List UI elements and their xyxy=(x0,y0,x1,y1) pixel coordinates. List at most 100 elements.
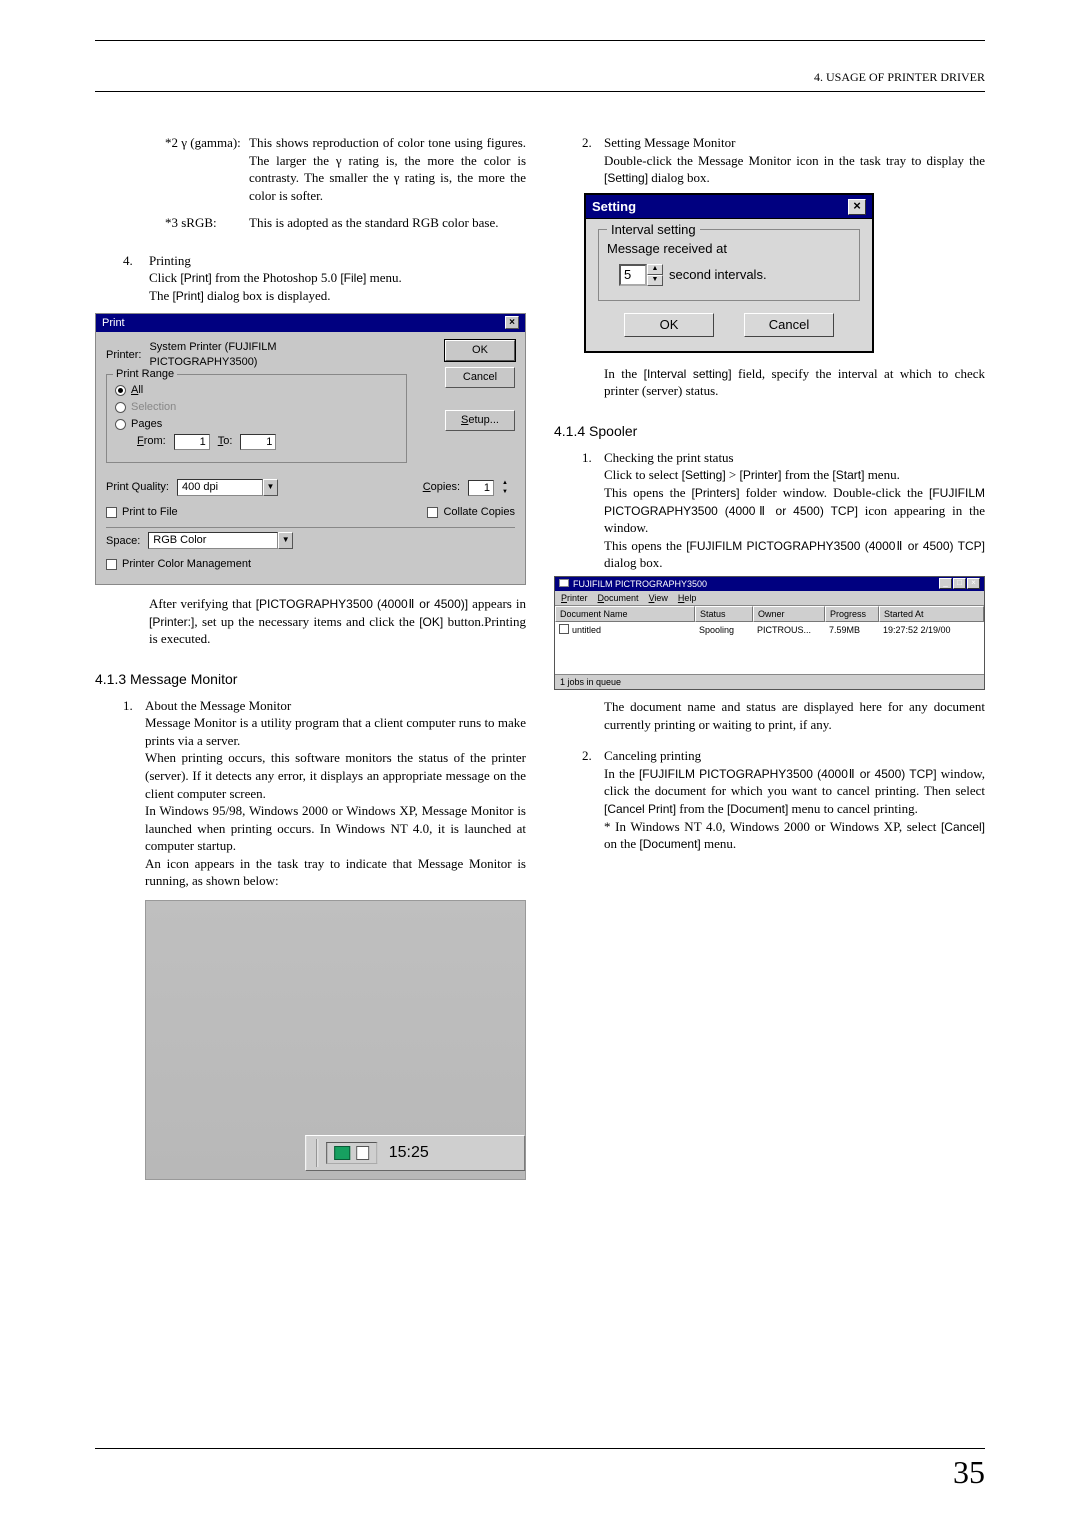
menu-document[interactable]: Document xyxy=(598,592,639,604)
menu-printer[interactable]: Printer xyxy=(561,592,588,604)
printer-label: Printer: xyxy=(106,348,141,363)
col-status[interactable]: Status xyxy=(695,606,753,622)
print-dialog-titlebar: Print × xyxy=(96,314,525,333)
section-4-1-3-title: 4.1.3 Message Monitor xyxy=(95,670,526,689)
interval-explain: In the [Interval setting] field, specify… xyxy=(554,365,985,400)
copies-input[interactable]: 1 xyxy=(468,480,494,496)
step-4: 4. Printing Click [Print] from the Photo… xyxy=(95,252,526,305)
mm-p1: Message Monitor is a utility program tha… xyxy=(145,714,526,749)
message-monitor-icon[interactable] xyxy=(334,1146,350,1160)
print-to-file-check[interactable]: Print to File xyxy=(106,505,178,520)
step-4-line1: Click [Print] from the Photoshop 5.0 [Fi… xyxy=(149,269,526,287)
sp1-line3: This opens the [FUJIFILM PICTOGRAPHY3500… xyxy=(604,537,985,572)
setting-dialog: Setting × Interval setting Message recei… xyxy=(584,193,874,353)
print-queue-window: FUJIFILM PICTROGRAPHY3500 _ □ × Printer … xyxy=(554,576,985,691)
setting-dialog-title: Setting xyxy=(592,198,636,216)
print-dialog: Print × Printer: System Printer (FUJIFIL… xyxy=(95,313,526,586)
top-rule xyxy=(95,40,985,41)
setup-button[interactable]: Setup... xyxy=(445,410,515,431)
col-owner[interactable]: Owner xyxy=(753,606,825,622)
close-icon[interactable]: × xyxy=(967,578,980,589)
chevron-down-icon[interactable]: ▼ xyxy=(263,479,278,496)
col-document[interactable]: Document Name xyxy=(555,606,695,622)
page-header: 4. USAGE OF PRINTER DRIVER xyxy=(95,69,985,85)
checkbox-icon xyxy=(106,559,117,570)
range-all[interactable]: All xyxy=(115,383,398,398)
spin-up-icon[interactable]: ▲ xyxy=(502,479,515,488)
page-number: 35 xyxy=(95,1451,985,1494)
system-tray xyxy=(326,1142,377,1164)
ok-button[interactable]: OK xyxy=(445,340,515,361)
tray-divider xyxy=(316,1139,318,1167)
setting-title: Setting Message Monitor xyxy=(604,134,985,152)
taskbar: 15:25 xyxy=(305,1135,525,1171)
queue-statusbar: 1 jobs in queue xyxy=(555,674,984,689)
gamma-def: *2 γ (gamma): This shows reproduction of… xyxy=(95,134,526,232)
range-pages[interactable]: Pages xyxy=(115,417,398,432)
cancel-button[interactable]: Cancel xyxy=(445,367,515,388)
interval-group: Interval setting Message received at 5 ▲… xyxy=(598,229,860,301)
queue-titlebar: FUJIFILM PICTROGRAPHY3500 _ □ × xyxy=(555,577,984,591)
to-label: To: xyxy=(218,434,233,449)
ok-button[interactable]: OK xyxy=(624,313,714,337)
tray-icon[interactable] xyxy=(356,1146,369,1160)
chevron-down-icon[interactable]: ▼ xyxy=(278,532,293,549)
step-4-num: 4. xyxy=(123,252,149,305)
mm-title: About the Message Monitor xyxy=(145,697,526,715)
print-range-legend: Print Range xyxy=(113,367,177,382)
gamma-label: *2 γ (gamma): xyxy=(165,134,249,204)
quality-label: Print Quality: xyxy=(106,480,169,495)
queue-headers: Document Name Status Owner Progress Star… xyxy=(555,606,984,622)
sp1-line2: This opens the [Printers] folder window.… xyxy=(604,484,985,537)
cancel-button[interactable]: Cancel xyxy=(744,313,834,337)
queue-menubar[interactable]: Printer Document View Help xyxy=(555,591,984,606)
checkbox-icon xyxy=(427,507,438,518)
setting-text: Double-click the Message Monitor icon in… xyxy=(604,152,985,187)
range-selection: Selection xyxy=(115,400,398,415)
col-progress[interactable]: Progress xyxy=(825,606,879,622)
mm-item-1: 1. About the Message Monitor Message Mon… xyxy=(95,697,526,890)
col-started[interactable]: Started At xyxy=(879,606,984,622)
sp1-line1: Click to select [Setting] > [Printer] fr… xyxy=(604,466,985,484)
sp1-title: Checking the print status xyxy=(604,449,985,467)
from-input[interactable]: 1 xyxy=(174,434,210,450)
queue-title: FUJIFILM PICTROGRAPHY3500 xyxy=(573,579,707,589)
interval-message: Message received at xyxy=(607,240,851,258)
collate-check[interactable]: Collate Copies xyxy=(427,505,515,520)
left-column: *2 γ (gamma): This shows reproduction of… xyxy=(95,134,526,1180)
spooler-1: 1. Checking the print status Click to se… xyxy=(554,449,985,572)
close-icon[interactable]: × xyxy=(505,316,519,329)
mm-p2: When printing occurs, this software moni… xyxy=(145,749,526,802)
quality-select[interactable]: 400 dpi ▼ xyxy=(177,479,278,496)
step-4-line2: The [Print] dialog box is displayed. xyxy=(149,287,526,305)
spin-up-icon[interactable]: ▲ xyxy=(647,264,663,275)
spin-down-icon[interactable]: ▼ xyxy=(647,275,663,286)
section-4-1-4-title: 4.1.4 Spooler xyxy=(554,422,985,441)
menu-view[interactable]: View xyxy=(649,592,668,604)
sp2-title: Canceling printing xyxy=(604,747,985,765)
minimize-icon[interactable]: _ xyxy=(939,578,952,589)
radio-icon xyxy=(115,402,126,413)
interval-value[interactable]: 5 xyxy=(619,264,647,286)
radio-icon xyxy=(115,385,126,396)
pcm-check[interactable]: Printer Color Management xyxy=(106,557,515,572)
setting-step: 2. Setting Message Monitor Double-click … xyxy=(554,134,985,187)
mm-p3: In Windows 95/98, Windows 2000 or Window… xyxy=(145,802,526,855)
printer-value-2: PICTOGRAPHY3500) xyxy=(149,355,407,370)
to-input[interactable]: 1 xyxy=(240,434,276,450)
two-columns: *2 γ (gamma): This shows reproduction of… xyxy=(95,134,985,1180)
print-range-group: Print Range All Selection Pages From: 1 … xyxy=(106,374,407,463)
menu-help[interactable]: Help xyxy=(678,592,697,604)
close-icon[interactable]: × xyxy=(848,199,866,215)
tray-clock: 15:25 xyxy=(389,1142,429,1164)
step-4-title: Printing xyxy=(149,252,526,270)
interval-spinner[interactable]: 5 ▲ ▼ xyxy=(619,264,663,286)
maximize-icon[interactable]: □ xyxy=(953,578,966,589)
space-label: Space: xyxy=(106,534,140,549)
queue-row[interactable]: untitled Spooling PICTROUS... 7.59MB 19:… xyxy=(555,623,984,637)
sp2-line1: In the [FUJIFILM PICTOGRAPHY3500 (4000Ⅱ … xyxy=(604,765,985,818)
spin-down-icon[interactable]: ▼ xyxy=(502,488,515,497)
space-select[interactable]: RGB Color ▼ xyxy=(148,532,293,549)
interval-legend: Interval setting xyxy=(607,221,700,239)
page-footer: 35 xyxy=(95,1448,985,1494)
